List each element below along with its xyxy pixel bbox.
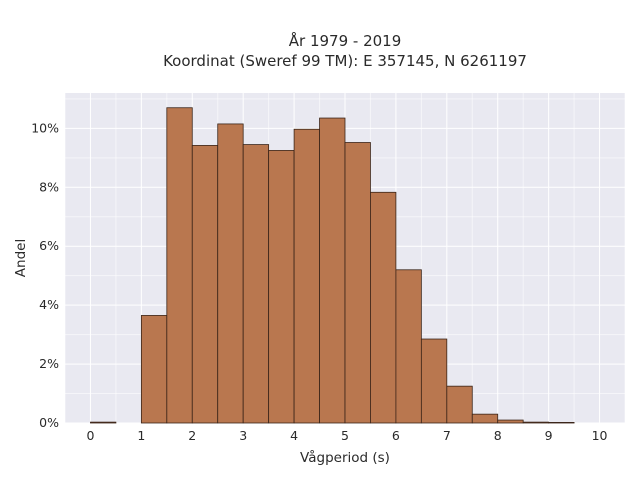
histogram-bar-6	[242, 144, 270, 424]
histogram-bar-5	[217, 123, 244, 424]
y-tick-label: 4%	[39, 297, 59, 312]
x-tick-label: 2	[188, 428, 196, 443]
x-tick-label: 8	[494, 428, 502, 443]
y-tick-label: 6%	[39, 238, 59, 253]
chart-title-line2: Koordinat (Sweref 99 TM): E 357145, N 62…	[163, 52, 527, 70]
histogram-bar-14	[446, 385, 473, 424]
histogram-bar-13	[420, 338, 448, 424]
tick-labels: 0 1 2 3 4 5 6 7 8 9 10 0% 2% 4% 6% 8% 10%	[31, 120, 607, 443]
chart-title-line1: År 1979 - 2019	[289, 31, 402, 50]
x-tick-label: 7	[443, 428, 451, 443]
x-tick-label: 9	[545, 428, 553, 443]
histogram-bar-9	[319, 117, 346, 424]
histogram-bar-18	[548, 422, 575, 424]
histogram-bar-2	[140, 315, 168, 424]
x-tick-label: 6	[392, 428, 400, 443]
histogram-bar-11	[370, 191, 397, 424]
y-tick-label: 0%	[39, 415, 59, 430]
y-tick-label: 2%	[39, 356, 59, 371]
y-axis-label: Andel	[13, 239, 29, 277]
x-tick-label: 4	[290, 428, 298, 443]
bars	[90, 107, 575, 424]
histogram-bar-3	[166, 107, 193, 424]
histogram-bar-4	[191, 145, 219, 424]
x-tick-label: 5	[341, 428, 349, 443]
x-axis-label: Vågperiod (s)	[300, 449, 390, 466]
histogram-bar-10	[344, 142, 371, 424]
histogram-bar-15	[471, 413, 499, 424]
y-tick-label: 10%	[31, 120, 59, 135]
x-tick-label: 0	[86, 428, 94, 443]
y-tick-label: 8%	[39, 179, 59, 194]
histogram-bar-16	[497, 419, 524, 424]
x-tick-label: 3	[239, 428, 247, 443]
histogram-bar-12	[395, 269, 422, 424]
histogram-bar-0	[90, 421, 117, 424]
histogram-bar-17	[522, 421, 550, 424]
histogram-bar-7	[268, 150, 295, 424]
x-tick-label: 1	[137, 428, 145, 443]
x-tick-label: 10	[592, 428, 608, 443]
histogram-bar-8	[293, 128, 320, 424]
